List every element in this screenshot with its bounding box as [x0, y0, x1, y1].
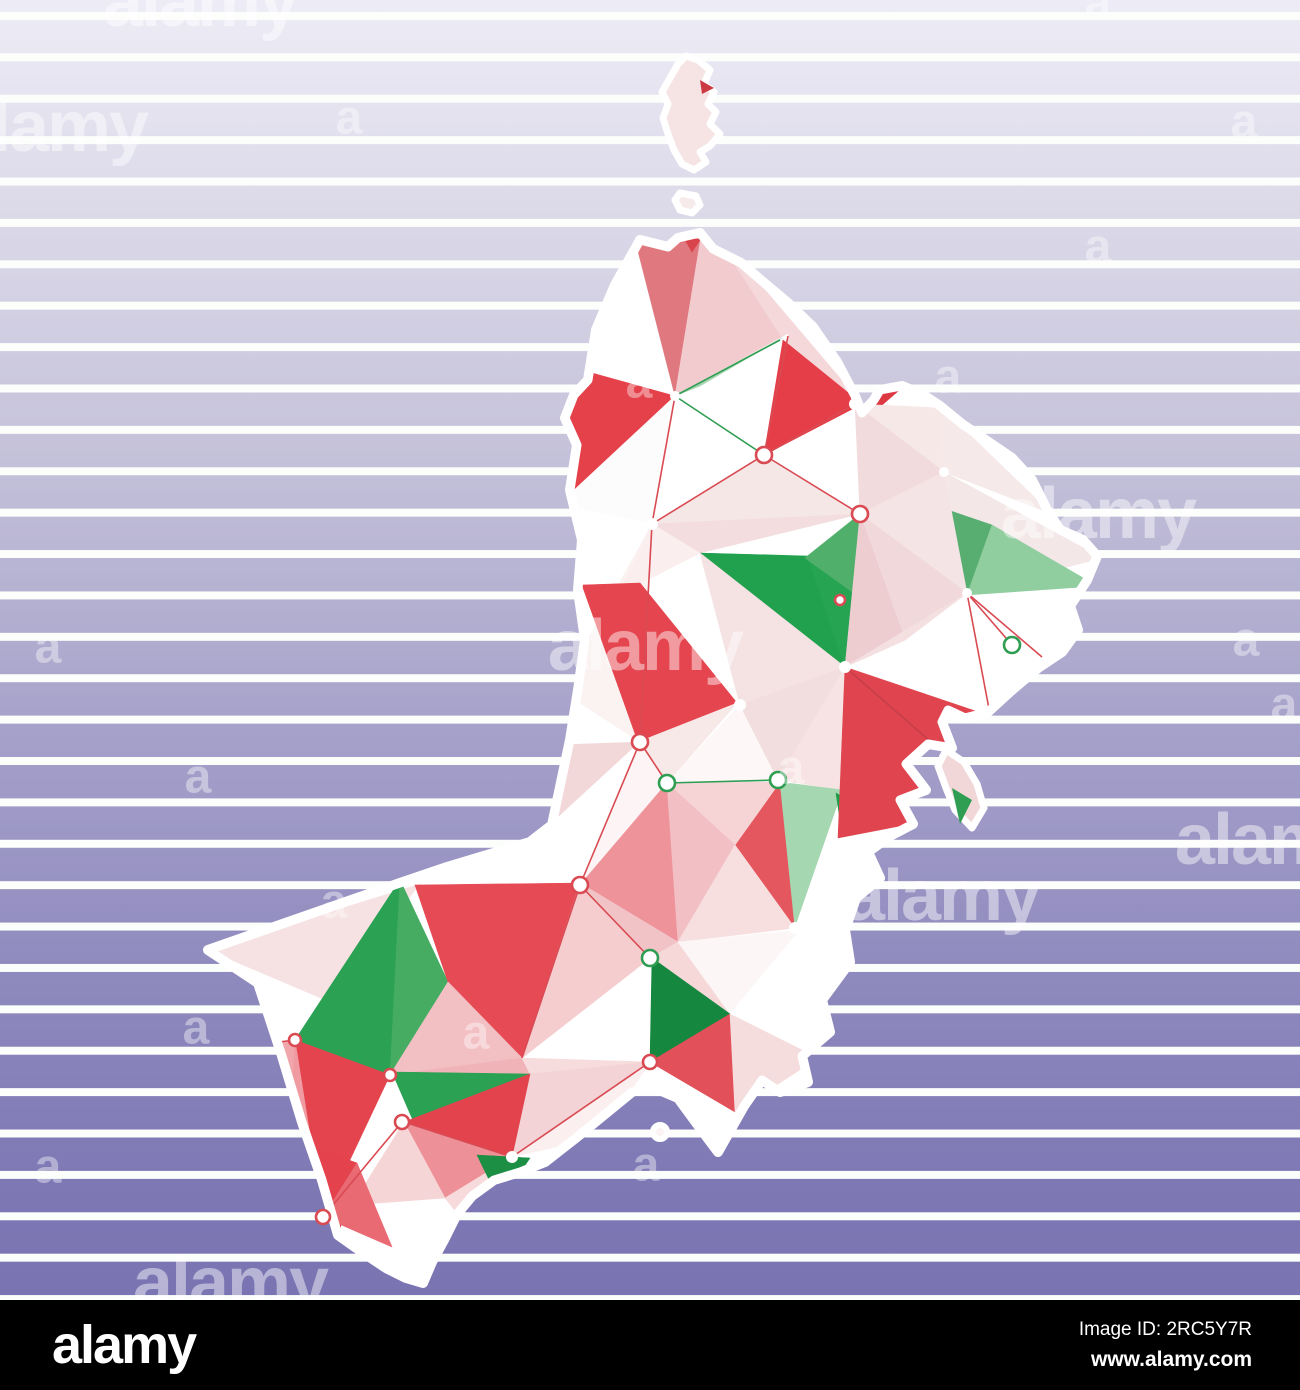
website-label: www.alamy.com — [1090, 1347, 1252, 1371]
mesh-node-dot — [839, 661, 851, 673]
mesh-edge — [666, 779, 779, 784]
mesh-edge — [579, 741, 641, 886]
mesh-edge — [521, 884, 581, 1059]
mesh-edge — [403, 1121, 513, 1158]
island-shape — [671, 189, 704, 217]
khasab-islet — [671, 189, 704, 217]
mesh-triangle — [966, 524, 1097, 596]
mesh-triangle — [351, 1121, 446, 1206]
mesh-edge — [639, 523, 653, 743]
mesh-edge — [763, 403, 856, 456]
image-id-label: Image ID: 2RC5Y7R — [1078, 1318, 1252, 1340]
mesh-node-green-ring — [768, 770, 788, 790]
mesh-node-dot — [939, 467, 949, 477]
mesh-node-dot — [734, 699, 746, 711]
mesh-node-dot — [849, 398, 861, 410]
mesh-edge — [966, 592, 1013, 646]
mesh-node-green-ring — [1002, 635, 1022, 655]
alamy-footer-bar: alamy Image ID: 2RC5Y7R www.alamy.com — [0, 1300, 1300, 1390]
mesh-node-red-ring — [314, 1208, 332, 1226]
mesh-edge — [763, 454, 861, 515]
mesh-edge — [322, 1121, 403, 1218]
mainland-shape — [203, 228, 1102, 1288]
mesh-node-red-ring — [393, 1113, 411, 1131]
alamy-logo: alamy — [52, 1315, 197, 1375]
mesh-nodes — [287, 391, 1022, 1226]
mesh-node-green-ring — [640, 948, 660, 968]
mesh-triangle — [677, 844, 796, 943]
mesh-node-red-ring — [833, 593, 847, 607]
mesh-node-red-ring — [850, 504, 870, 524]
mesh-node-red-ring — [382, 1067, 398, 1083]
mesh-edge — [966, 592, 1043, 658]
mesh-triangle — [322, 1162, 393, 1248]
map-svg — [203, 52, 1102, 1288]
mesh-node-dot — [506, 1151, 518, 1163]
mesh-node-dot — [789, 922, 801, 934]
mainland-outline — [203, 228, 1102, 1288]
musandam-detail — [700, 80, 714, 94]
mesh-node-red-ring — [570, 875, 590, 895]
bay-islet — [650, 1122, 670, 1142]
mesh-node-dot — [962, 588, 972, 598]
island-shape — [934, 746, 988, 832]
mesh-node-green-ring — [657, 773, 677, 793]
mesh-edge — [651, 395, 676, 525]
mesh-node-red-ring — [754, 445, 774, 465]
mesh-edge — [844, 666, 939, 749]
musandam-shape — [658, 52, 724, 174]
island-detail — [952, 788, 972, 824]
mesh-node-dot — [670, 391, 680, 401]
oman-polygonal-map — [203, 52, 1102, 1288]
mesh-node-red-ring — [641, 1053, 659, 1071]
mesh-triangle — [844, 592, 968, 668]
mesh-node-red-ring — [630, 732, 650, 752]
masirah-island — [934, 746, 988, 832]
mesh-triangle — [763, 339, 863, 456]
mesh-node-dot — [646, 518, 658, 530]
mesh-triangle — [617, 523, 701, 596]
footer-meta: Image ID: 2RC5Y7R www.alamy.com — [1079, 1319, 1252, 1372]
mesh-edge — [674, 339, 781, 397]
islet-shape — [650, 1122, 670, 1142]
musandam-peninsula — [658, 52, 724, 174]
mesh-edge — [674, 395, 765, 456]
mesh-edge — [966, 592, 991, 715]
mesh-edge — [511, 1061, 651, 1158]
mesh-edge — [763, 335, 789, 456]
mesh-edge — [651, 454, 765, 525]
mesh-edge — [579, 884, 651, 959]
mesh-node-red-ring — [287, 1032, 303, 1048]
